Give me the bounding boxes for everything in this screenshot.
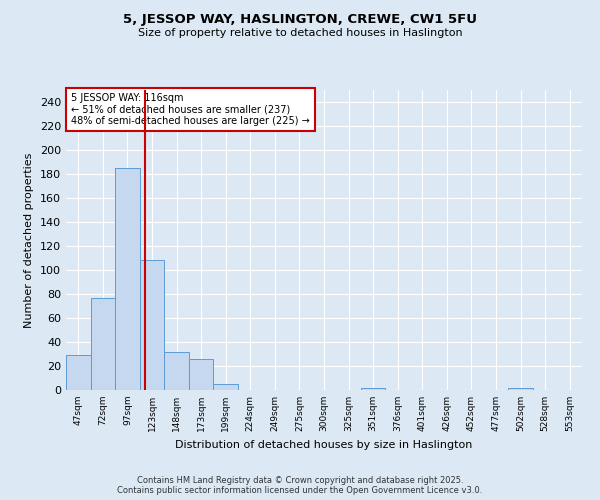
Bar: [214, 384, 238, 390]
Bar: [115, 168, 140, 390]
Y-axis label: Number of detached properties: Number of detached properties: [25, 152, 34, 328]
Bar: [140, 260, 164, 390]
Text: Size of property relative to detached houses in Haslington: Size of property relative to detached ho…: [137, 28, 463, 38]
X-axis label: Distribution of detached houses by size in Haslington: Distribution of detached houses by size …: [175, 440, 473, 450]
Bar: [164, 352, 189, 390]
Bar: [189, 359, 214, 390]
Bar: [66, 355, 91, 390]
Bar: [91, 298, 115, 390]
Bar: [508, 388, 533, 390]
Text: Contains HM Land Registry data © Crown copyright and database right 2025.
Contai: Contains HM Land Registry data © Crown c…: [118, 476, 482, 495]
Bar: [361, 388, 385, 390]
Text: 5, JESSOP WAY, HASLINGTON, CREWE, CW1 5FU: 5, JESSOP WAY, HASLINGTON, CREWE, CW1 5F…: [123, 12, 477, 26]
Text: 5 JESSOP WAY: 116sqm
← 51% of detached houses are smaller (237)
48% of semi-deta: 5 JESSOP WAY: 116sqm ← 51% of detached h…: [71, 93, 310, 126]
